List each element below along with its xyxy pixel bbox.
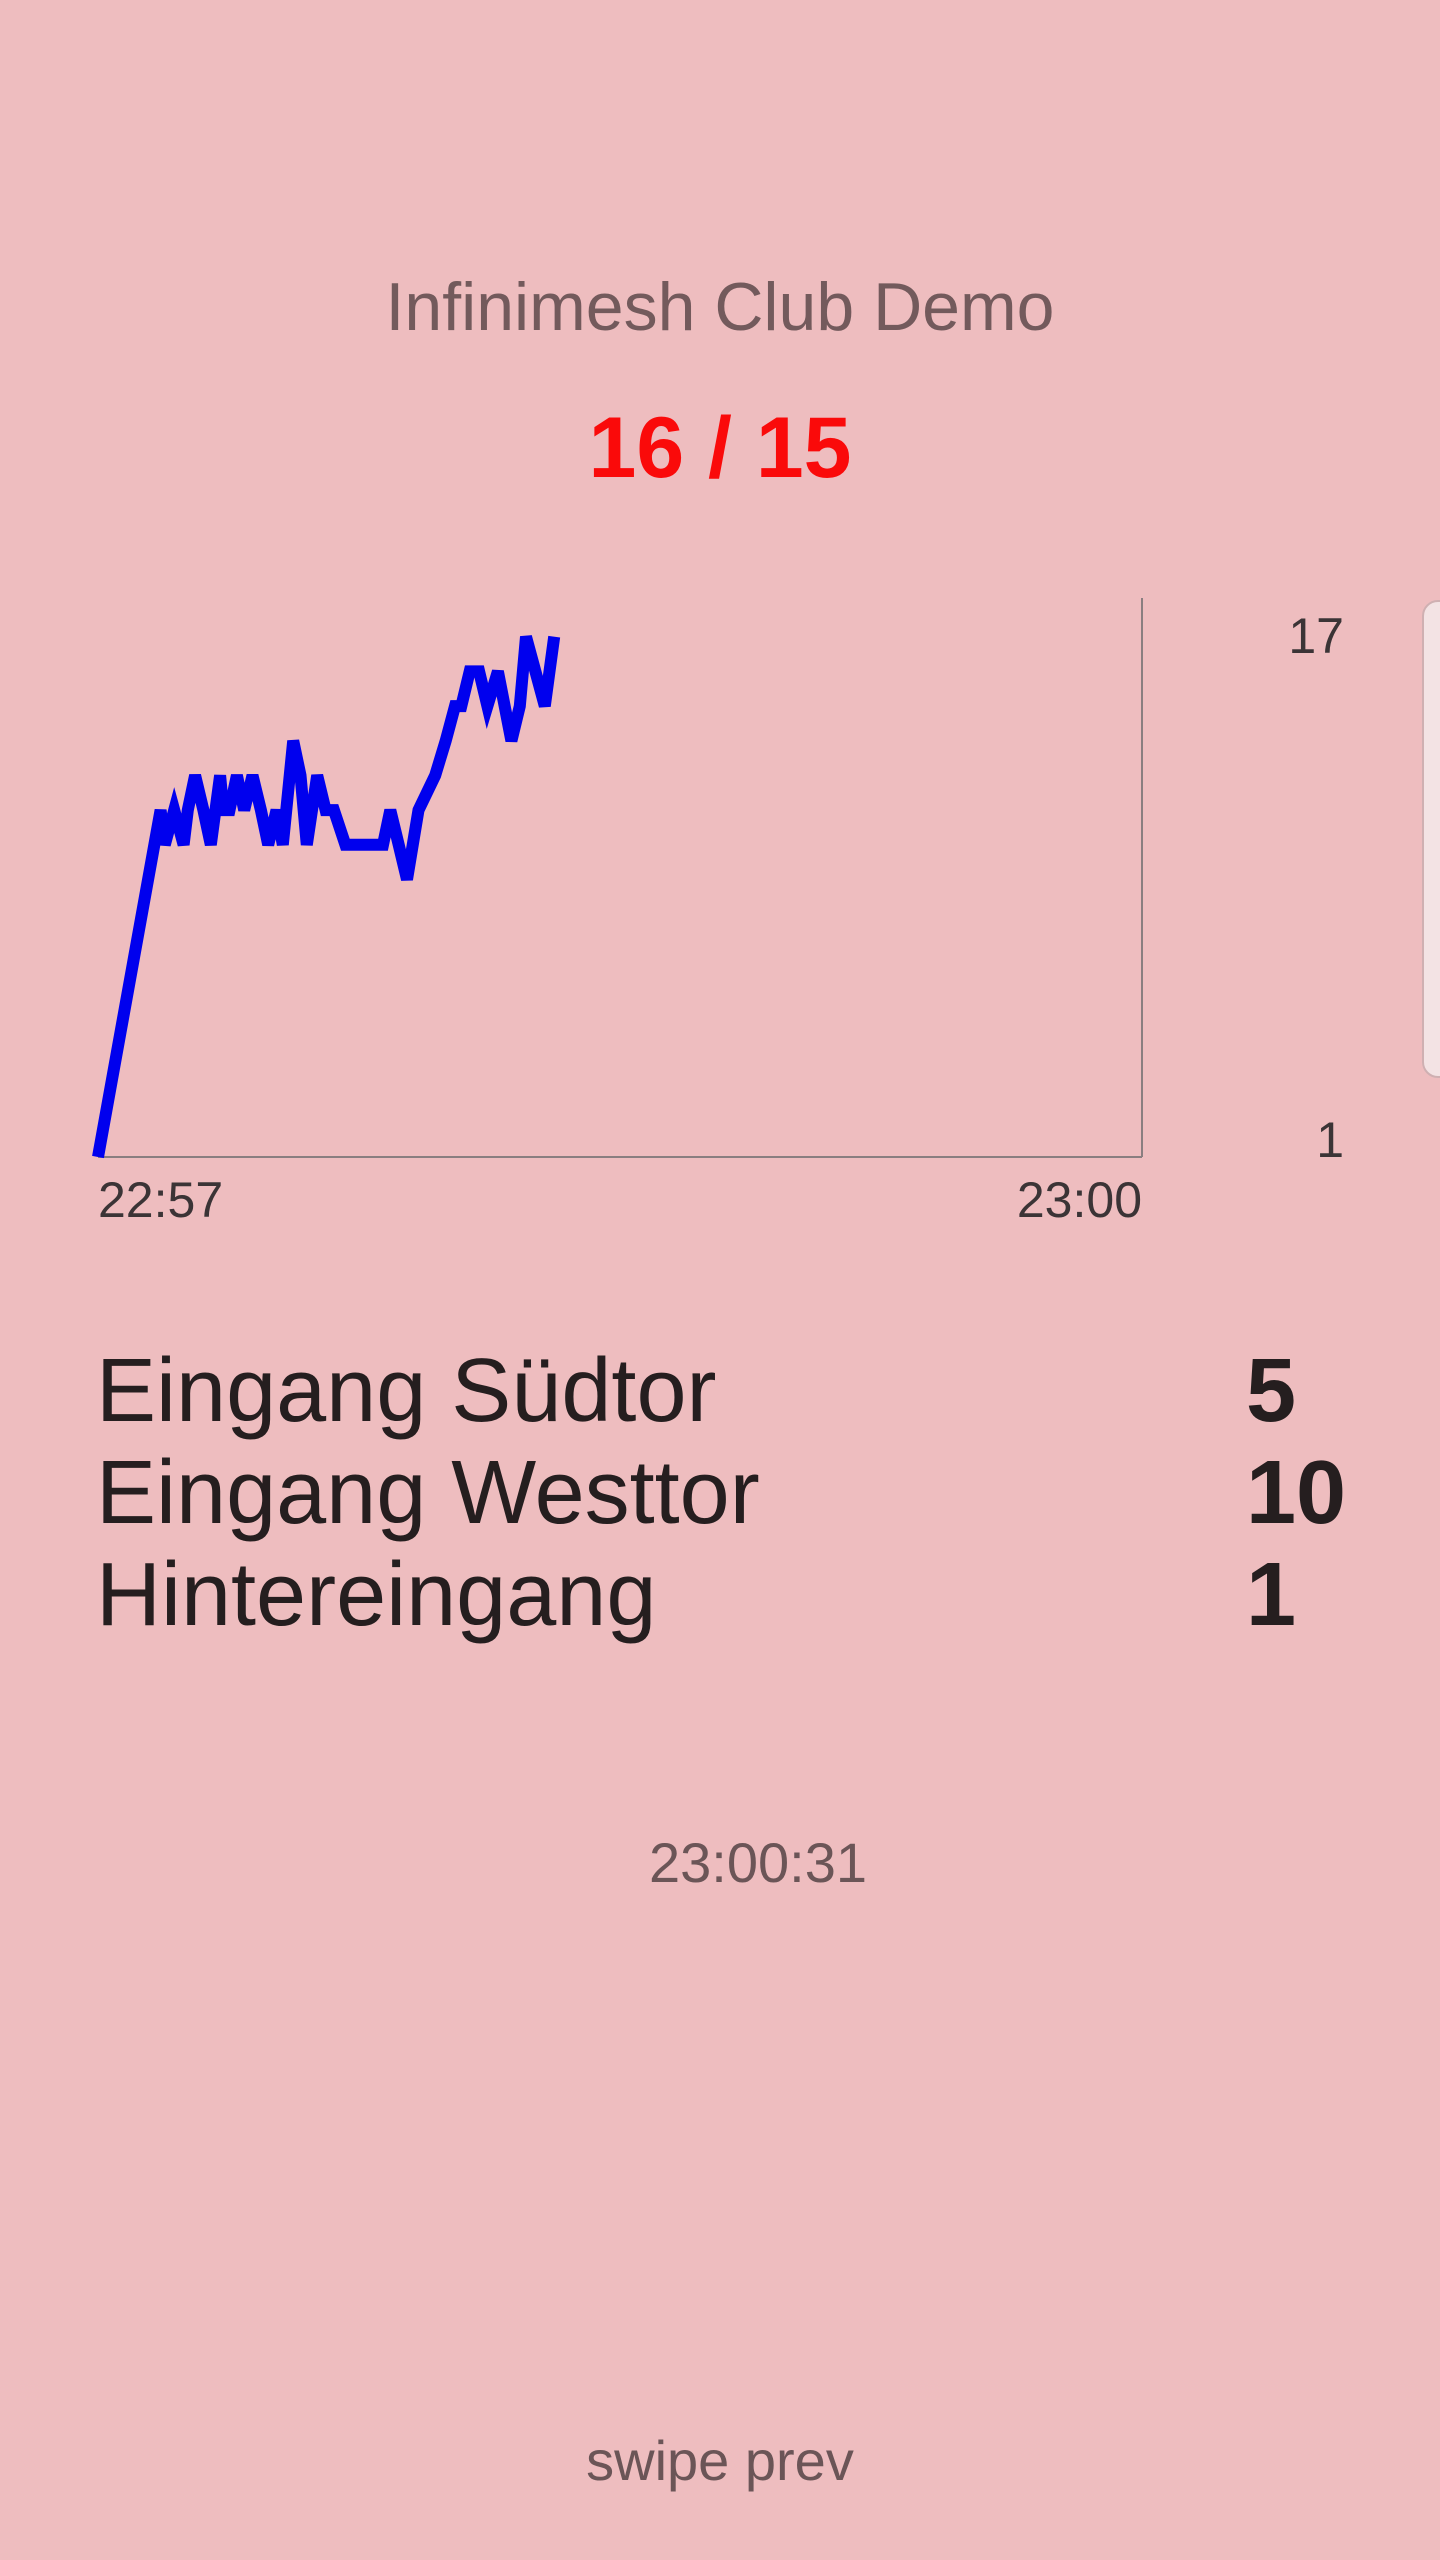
x-tick-label-end: 23:00: [1017, 1172, 1142, 1228]
series-line: [92, 635, 561, 1159]
gate-list: Eingang Südtor 5 Eingang Westtor 10 Hint…: [96, 1340, 1346, 1646]
gate-row: Eingang Westtor 10: [96, 1442, 1346, 1544]
y-tick-label-max: 17: [1288, 608, 1344, 664]
occupancy-chart: 22:57 23:00 17 1: [92, 598, 1344, 1228]
gate-name: Eingang Westtor: [96, 1442, 760, 1543]
gate-name: Eingang Südtor: [96, 1340, 717, 1441]
gate-name: Hintereingang: [96, 1544, 657, 1645]
gate-row: Eingang Südtor 5: [96, 1340, 1346, 1442]
swipe-hint[interactable]: swipe prev: [586, 2429, 854, 2492]
update-time: 23:00:31: [649, 1831, 867, 1894]
x-tick-label-start: 22:57: [98, 1172, 223, 1228]
page-title: Infinimesh Club Demo: [385, 269, 1055, 345]
gate-count: 1: [1246, 1544, 1297, 1645]
occupancy-ratio: 16 / 15: [588, 400, 852, 496]
gate-count: 10: [1246, 1442, 1347, 1543]
y-tick-label-min: 1: [1316, 1112, 1344, 1168]
gate-row: Hintereingang 1: [96, 1544, 1346, 1646]
gate-count: 5: [1246, 1340, 1297, 1441]
edge-panel-handle[interactable]: [1422, 600, 1440, 1078]
